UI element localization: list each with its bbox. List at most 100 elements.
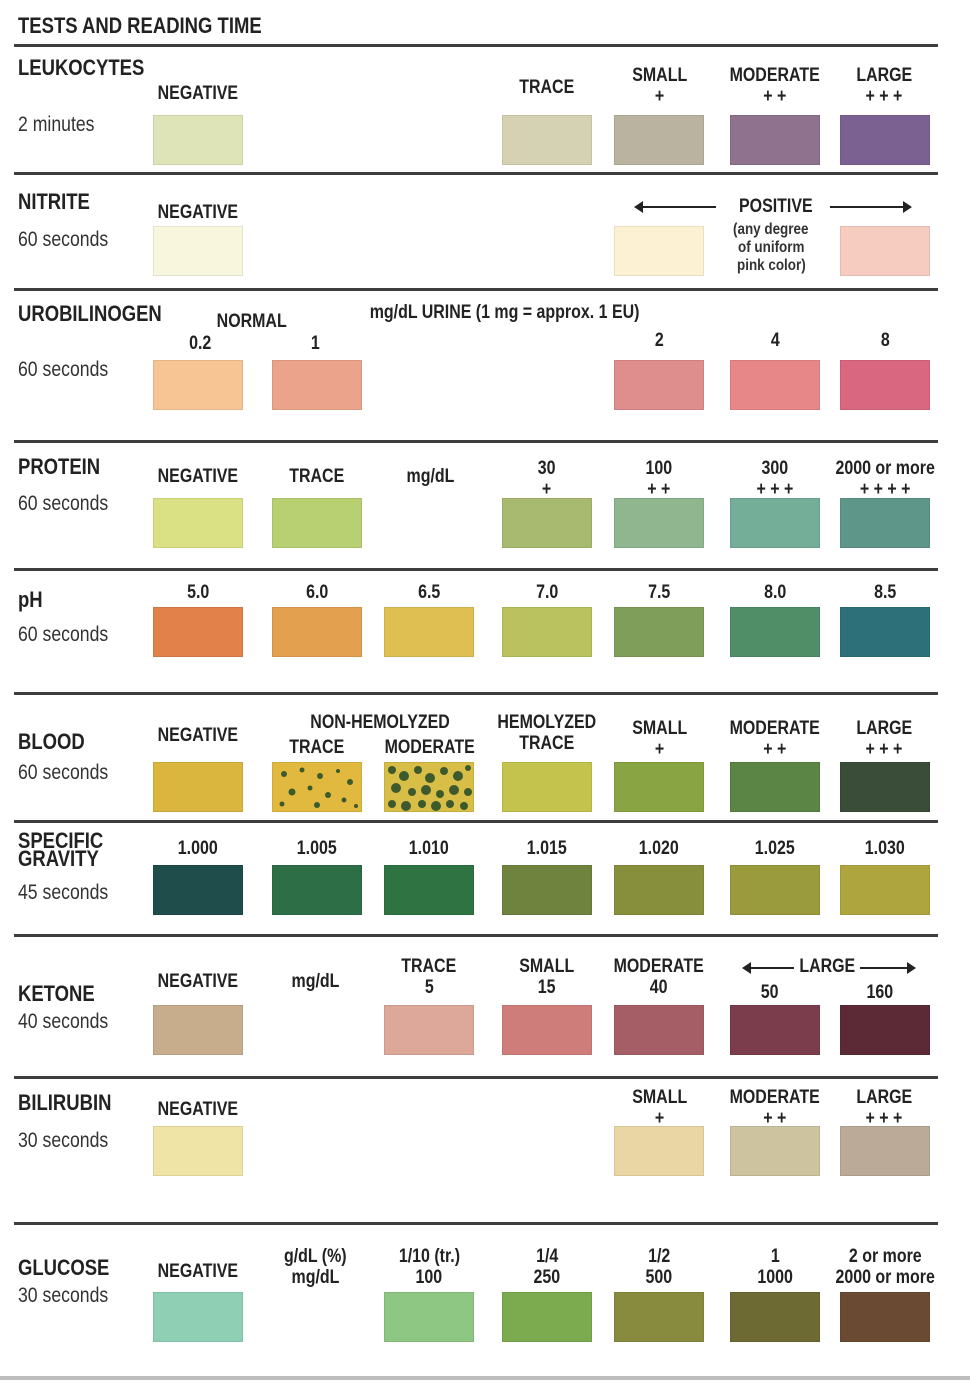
bottom-border <box>0 1376 970 1380</box>
color-swatch-speckled <box>272 762 362 812</box>
divider <box>14 440 938 443</box>
value-label: 8.5 <box>873 582 897 603</box>
level-label: SMALL + <box>632 65 688 107</box>
unit-label: mg/dL <box>406 466 454 487</box>
reading-time: 60 seconds <box>18 358 109 381</box>
color-swatch <box>614 498 704 548</box>
level-label: MODERATE + + <box>729 1087 821 1129</box>
value-label: 2 <box>654 330 664 351</box>
level-label: 30 + <box>538 458 556 500</box>
level-label: MODERATE + + <box>729 718 821 760</box>
reading-time: 60 seconds <box>18 492 109 515</box>
value-label: 1.020 <box>639 838 679 859</box>
color-swatch <box>614 115 704 165</box>
color-swatch <box>730 1005 820 1055</box>
level-label: NORMAL <box>216 311 288 332</box>
test-name: KETONE <box>18 981 95 1006</box>
level-label: POSITIVE <box>739 196 813 217</box>
color-swatch <box>614 865 704 915</box>
value-label: 7.0 <box>535 582 559 603</box>
color-swatch <box>614 1292 704 1342</box>
reading-time: 60 seconds <box>18 623 109 646</box>
color-swatch <box>502 115 592 165</box>
unit-label: g/dL (%) mg/dL <box>283 1246 347 1288</box>
color-swatch <box>730 498 820 548</box>
level-label: SMALL 15 <box>519 956 575 998</box>
color-swatch <box>153 360 243 410</box>
reading-time: 40 seconds <box>18 1010 109 1033</box>
test-name: LEUKOCYTES <box>18 55 145 80</box>
color-swatch <box>153 115 243 165</box>
color-swatch <box>614 360 704 410</box>
color-swatch <box>840 1126 930 1176</box>
level-label: 1 1000 <box>757 1246 793 1288</box>
level-label: MODERATE + + <box>729 65 821 107</box>
value-label: 50 <box>761 982 779 1003</box>
reading-time: 2 minutes <box>18 113 95 136</box>
positive-note: (any degree of uniform pink color) <box>733 221 809 274</box>
level-label: 100 + + <box>645 458 673 500</box>
value-label: 1.005 <box>297 838 337 859</box>
color-swatch <box>272 865 362 915</box>
divider <box>14 288 938 291</box>
level-label: MODERATE 40 <box>613 956 705 998</box>
speckle-pattern <box>279 767 358 808</box>
level-label: MODERATE <box>384 737 476 758</box>
color-swatch <box>730 1126 820 1176</box>
level-label: NEGATIVE <box>157 1261 239 1282</box>
level-label: TRACE <box>289 466 345 487</box>
value-label: 1 <box>310 333 320 354</box>
value-label: 7.5 <box>647 582 671 603</box>
value-label: 6.0 <box>305 582 329 603</box>
color-swatch <box>153 762 243 812</box>
test-name: BILIRUBIN <box>18 1090 112 1115</box>
color-swatch-speckled <box>384 762 474 812</box>
divider <box>14 44 938 47</box>
value-label: 1.000 <box>178 838 218 859</box>
test-name: GLUCOSE <box>18 1255 110 1280</box>
value-label: 1.015 <box>527 838 567 859</box>
arrow-left-icon <box>742 962 794 974</box>
color-swatch <box>153 226 243 276</box>
value-label: 6.5 <box>417 582 441 603</box>
color-swatch <box>730 865 820 915</box>
arrow-right-icon <box>860 962 916 974</box>
color-swatch <box>840 498 930 548</box>
color-swatch <box>502 865 592 915</box>
level-label: NEGATIVE <box>157 971 239 992</box>
level-label: NEGATIVE <box>157 1099 239 1120</box>
reading-time: 30 seconds <box>18 1284 109 1307</box>
color-swatch <box>153 607 243 657</box>
color-swatch <box>502 762 592 812</box>
color-swatch <box>840 1005 930 1055</box>
value-label: 1.025 <box>755 838 795 859</box>
level-label: 1/4 250 <box>533 1246 561 1288</box>
page-title: TESTS AND READING TIME <box>18 13 262 38</box>
level-label: HEMOLYZED TRACE <box>497 712 597 754</box>
color-swatch <box>614 226 704 276</box>
divider <box>14 1222 938 1225</box>
level-label: SMALL + <box>632 718 688 760</box>
level-label: LARGE + + + <box>856 718 912 760</box>
value-label: 0.2 <box>188 333 212 354</box>
color-swatch <box>272 607 362 657</box>
reading-time: 45 seconds <box>18 881 109 904</box>
level-label: TRACE <box>289 737 345 758</box>
color-swatch <box>840 360 930 410</box>
color-swatch <box>384 1292 474 1342</box>
color-swatch <box>502 1005 592 1055</box>
unit-label: mg/dL URINE (1 mg = approx. 1 EU) <box>370 302 640 323</box>
arrow-right-icon <box>830 201 912 213</box>
level-label: NEGATIVE <box>157 83 239 104</box>
color-swatch <box>153 1005 243 1055</box>
group-label: NON-HEMOLYZED <box>310 712 450 733</box>
level-label: 2000 or more + + + + <box>835 458 935 500</box>
value-label: 1.010 <box>409 838 449 859</box>
color-swatch <box>272 360 362 410</box>
unit-label: mg/dL <box>291 971 339 992</box>
speckle-pattern <box>388 765 472 811</box>
level-label: 300 + + + <box>756 458 794 500</box>
divider <box>14 934 938 937</box>
color-swatch <box>384 1005 474 1055</box>
color-swatch <box>730 360 820 410</box>
